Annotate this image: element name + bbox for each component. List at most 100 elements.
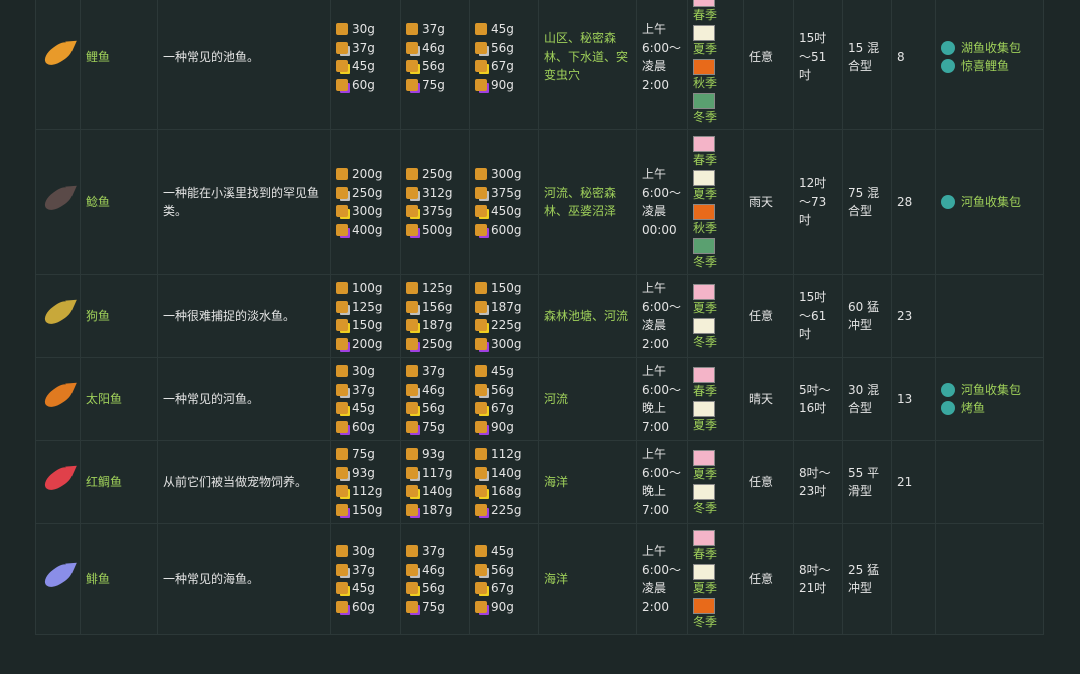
season-label[interactable]: 夏季 — [693, 42, 718, 56]
fish-row: 红鲷鱼 从前它们被当做宠物饲养。 75g 93g 112g 150g 93g 117g 140g… — [35, 440, 1044, 524]
difficulty-cell: 15 混合型 — [842, 0, 892, 130]
price-line: 140g — [406, 482, 464, 501]
season-label[interactable]: 冬季 — [693, 335, 718, 349]
fish-name[interactable]: 鲤鱼 — [86, 49, 111, 64]
price-line: 300g — [336, 202, 395, 221]
use-label[interactable]: 湖鱼收集包 — [961, 40, 1022, 55]
price: 93g — [352, 465, 375, 480]
quality-icon — [336, 300, 348, 313]
weather: 任意 — [749, 308, 774, 323]
fish-name[interactable]: 太阳鱼 — [86, 391, 123, 406]
price: 225g — [491, 502, 522, 517]
price-line: 46g — [406, 561, 464, 580]
location[interactable]: 海洋 — [544, 571, 569, 586]
price: 375g — [422, 204, 453, 218]
price-line: 200g — [336, 165, 395, 184]
season-label[interactable]: 夏季 — [693, 467, 718, 481]
location[interactable]: 河流 — [544, 391, 569, 406]
quality-icon — [475, 365, 487, 377]
price-line: 117g — [406, 464, 464, 483]
weather-cell: 晴天 — [743, 357, 794, 441]
fish-icon — [41, 184, 75, 215]
quality-icon — [406, 337, 418, 350]
description-cell: 一种能在小溪里找到的罕见鱼类。 — [157, 129, 331, 275]
price-line: 45g — [336, 579, 395, 598]
price-cell: 93g 117g 140g 187g — [400, 440, 470, 524]
price: 156g — [422, 299, 453, 314]
price: 250g — [422, 336, 453, 351]
fish-name[interactable]: 狗鱼 — [86, 308, 111, 323]
location[interactable]: 森林池塘、河流 — [544, 308, 629, 323]
use-label[interactable]: 惊喜鲤鱼 — [961, 59, 1010, 73]
size-cell: 5吋～16吋 — [793, 357, 843, 441]
use-label[interactable]: 河鱼收集包 — [961, 194, 1022, 209]
quality-icon — [336, 448, 348, 460]
price-cell: 30g 37g 45g 60g — [330, 523, 401, 635]
quality-icon — [336, 563, 348, 576]
quality-icon — [475, 448, 487, 460]
price-line: 45g — [475, 362, 533, 381]
price: 375g — [491, 185, 522, 200]
season-label[interactable]: 冬季 — [693, 501, 718, 515]
uses-cell: 湖鱼收集包 惊喜鲤鱼 — [935, 0, 1044, 130]
season-icon — [693, 170, 715, 186]
location[interactable]: 海洋 — [544, 474, 569, 489]
season-label[interactable]: 冬季 — [693, 615, 718, 629]
price: 75g — [422, 599, 445, 614]
season-label[interactable]: 夏季 — [693, 418, 718, 432]
quality-icon — [406, 23, 418, 35]
price: 45g — [352, 401, 375, 415]
price-line: 75g — [406, 76, 464, 95]
description: 一种常见的池鱼。 — [163, 49, 260, 64]
season-label[interactable]: 秋季 — [693, 76, 718, 90]
location[interactable]: 河流、秘密森林、巫婆沼泽 — [544, 185, 617, 219]
season: 夏季 — [693, 564, 738, 596]
season-label[interactable]: 春季 — [693, 153, 718, 167]
season-label[interactable]: 夏季 — [693, 187, 718, 201]
use-icon — [941, 401, 955, 415]
quality-icon — [406, 223, 418, 236]
price: 225g — [491, 318, 522, 332]
location-cell: 山区、秘密森林、下水道、突变虫穴 — [538, 0, 637, 130]
quality-icon — [406, 168, 418, 180]
price: 600g — [491, 222, 522, 237]
season-label[interactable]: 春季 — [693, 547, 718, 561]
season: 春季 — [693, 136, 738, 168]
price: 140g — [491, 465, 522, 480]
quality-icon — [336, 485, 348, 497]
quality-icon — [406, 466, 418, 479]
season-label[interactable]: 春季 — [693, 384, 718, 398]
price-line: 300g — [475, 165, 533, 184]
price: 67g — [491, 401, 514, 415]
difficulty-cell: 25 猛冲型 — [842, 523, 892, 635]
weather: 任意 — [749, 49, 774, 64]
fish-name[interactable]: 红鲷鱼 — [86, 474, 123, 489]
use-label[interactable]: 河鱼收集包 — [961, 382, 1022, 397]
quality-icon — [475, 337, 487, 350]
fish-name[interactable]: 鲱鱼 — [86, 571, 111, 586]
season-label[interactable]: 春季 — [693, 8, 718, 22]
season-icon — [693, 136, 715, 152]
location-cell: 海洋 — [538, 523, 637, 635]
season-icon — [693, 401, 715, 417]
difficulty: 30 混合型 — [848, 382, 880, 416]
size-cell: 15吋～61吋 — [793, 274, 843, 358]
description-cell: 一种很难捕捉的淡水鱼。 — [157, 274, 331, 358]
season-cell: 夏季 冬季 — [687, 440, 744, 524]
season-label[interactable]: 冬季 — [693, 110, 718, 124]
weather-cell: 任意 — [743, 440, 794, 524]
season-label[interactable]: 夏季 — [693, 581, 718, 595]
price-cell: 30g 37g 45g 60g — [330, 0, 401, 130]
price: 56g — [422, 59, 445, 73]
use-label[interactable]: 烤鱼 — [961, 401, 986, 415]
price-line: 75g — [336, 445, 395, 464]
price: 90g — [491, 77, 514, 92]
season-label[interactable]: 冬季 — [693, 255, 718, 269]
location[interactable]: 山区、秘密森林、下水道、突变虫穴 — [544, 31, 629, 83]
season-label[interactable]: 秋季 — [693, 221, 718, 235]
price-line: 90g — [475, 598, 533, 617]
fish-name[interactable]: 鲶鱼 — [86, 194, 111, 209]
price-line: 168g — [475, 482, 533, 501]
season-label[interactable]: 夏季 — [693, 301, 718, 315]
price-cell: 250g 312g 375g 500g — [400, 129, 470, 275]
